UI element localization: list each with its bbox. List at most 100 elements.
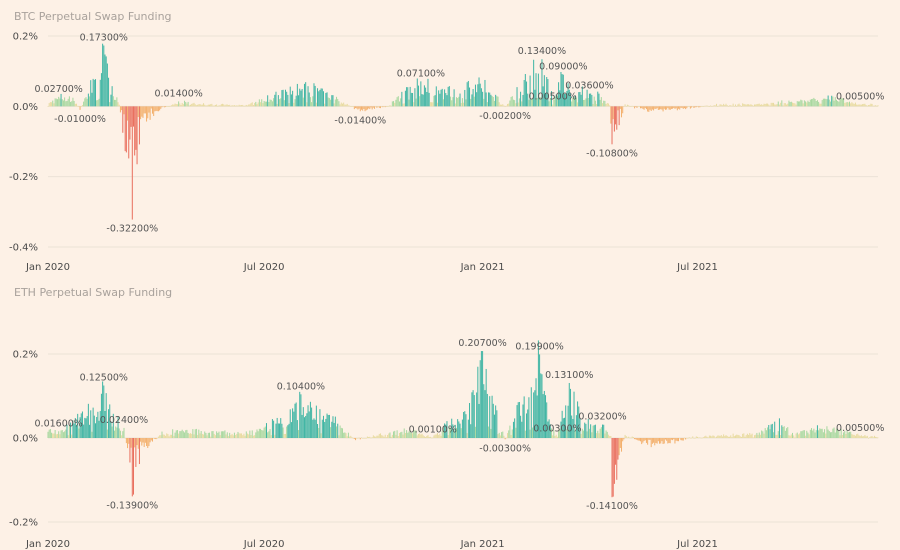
funding-bar — [216, 104, 218, 107]
funding-bar — [503, 435, 505, 438]
funding-bar — [176, 430, 178, 438]
funding-bar — [340, 102, 342, 107]
funding-bar — [799, 101, 801, 107]
funding-bar — [140, 438, 142, 442]
funding-bar — [429, 102, 431, 107]
funding-bar — [440, 89, 442, 107]
funding-bar — [612, 438, 614, 497]
funding-bar — [736, 106, 738, 107]
funding-bar — [351, 437, 353, 438]
funding-bar — [845, 102, 847, 107]
funding-bar — [638, 438, 640, 441]
funding-bar — [497, 434, 499, 438]
funding-bar — [336, 96, 338, 107]
funding-bar — [117, 102, 119, 107]
funding-bar — [425, 437, 427, 438]
funding-bar — [604, 433, 606, 438]
funding-bar — [699, 437, 701, 439]
funding-bar — [286, 91, 288, 107]
funding-bar — [404, 432, 406, 438]
funding-bar — [206, 105, 208, 107]
funding-bar — [334, 99, 336, 107]
funding-bar — [420, 434, 422, 438]
funding-bar — [727, 105, 729, 107]
funding-bar — [168, 436, 170, 438]
funding-bar — [248, 434, 250, 438]
funding-bar — [461, 419, 463, 438]
funding-bar — [89, 96, 91, 107]
funding-bar — [867, 438, 870, 439]
funding-bar — [499, 435, 501, 438]
funding-bar — [569, 388, 571, 438]
funding-bar — [72, 97, 74, 107]
funding-bar — [402, 103, 404, 107]
funding-bar — [860, 104, 862, 107]
funding-bar — [803, 430, 805, 438]
data-label: 0.17300% — [80, 32, 128, 43]
funding-bar — [358, 437, 360, 439]
funding-bar — [255, 432, 257, 438]
funding-bar — [410, 92, 412, 107]
funding-bar — [457, 98, 459, 107]
funding-bar — [347, 432, 349, 438]
funding-bar — [524, 74, 526, 107]
funding-bar — [528, 99, 530, 107]
funding-bar — [385, 437, 387, 438]
data-label: 0.03200% — [578, 412, 626, 423]
funding-bar — [782, 426, 784, 438]
funding-bar — [391, 101, 393, 107]
funding-bar — [84, 98, 86, 107]
funding-bar — [290, 422, 292, 438]
funding-bar — [771, 102, 773, 107]
funding-bar — [237, 105, 239, 107]
funding-bar — [787, 103, 789, 107]
funding-bar — [265, 101, 267, 107]
funding-bar — [92, 78, 94, 107]
funding-bar — [630, 437, 632, 439]
funding-bar — [59, 434, 61, 438]
funding-bar — [529, 429, 531, 438]
funding-bar — [359, 438, 361, 440]
funding-bar — [336, 426, 338, 438]
funding-bar — [784, 430, 786, 438]
funding-bar — [548, 419, 550, 438]
funding-bar — [812, 430, 814, 438]
funding-bar — [662, 106, 664, 112]
funding-bar — [232, 105, 234, 107]
funding-bar — [750, 104, 752, 107]
funding-bar — [600, 97, 602, 107]
funding-bar — [598, 433, 600, 438]
funding-bar — [721, 436, 723, 438]
funding-bar — [282, 89, 284, 107]
funding-bar — [712, 105, 714, 107]
funding-bar — [438, 435, 440, 438]
funding-bar — [764, 428, 766, 438]
funding-bar — [780, 435, 782, 438]
funding-bar — [801, 100, 803, 107]
funding-bar — [359, 106, 361, 112]
funding-bar — [219, 435, 221, 438]
funding-bar — [743, 103, 745, 107]
funding-bar — [300, 90, 302, 107]
funding-bar — [559, 90, 561, 107]
funding-bar — [797, 101, 799, 107]
funding-bar — [746, 433, 748, 438]
funding-bar — [318, 427, 320, 438]
funding-bar — [808, 434, 810, 438]
funding-bar — [511, 96, 513, 107]
funding-bar — [466, 82, 468, 107]
funding-bar — [522, 404, 524, 438]
funding-bar — [257, 102, 259, 107]
funding-bar — [758, 432, 760, 438]
funding-bar — [628, 436, 630, 438]
funding-bar — [827, 95, 829, 107]
funding-bar — [630, 106, 632, 107]
data-label: 0.19900% — [515, 341, 563, 352]
data-label: 0.01600% — [35, 418, 83, 429]
funding-bar — [695, 106, 697, 108]
funding-bar — [419, 96, 421, 107]
funding-bar — [702, 437, 704, 438]
funding-bar — [815, 430, 817, 438]
funding-bar — [191, 433, 193, 438]
funding-bar — [269, 429, 271, 438]
